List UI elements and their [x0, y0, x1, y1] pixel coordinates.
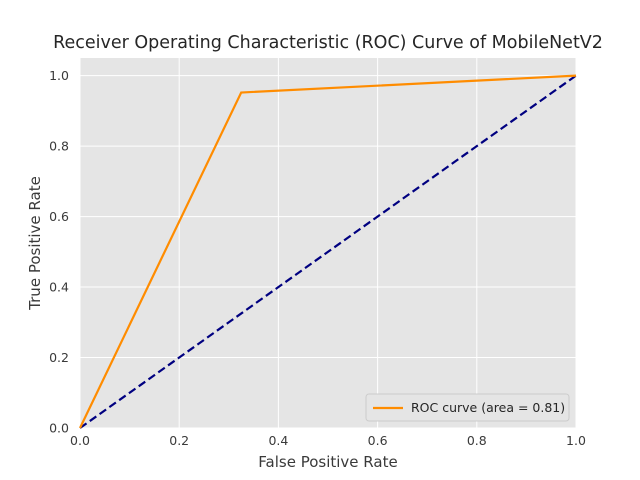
y-tick-label: 0.2	[49, 350, 69, 365]
y-axis-ticks: 0.0 0.2 0.4 0.6 0.8 1.0	[49, 68, 69, 435]
x-tick-label: 0.4	[268, 433, 288, 448]
legend-box	[365, 393, 570, 422]
chart-title: Receiver Operating Characteristic (ROC) …	[53, 33, 603, 53]
legend: ROC curve (area = 0.81)	[365, 393, 570, 422]
x-tick-label: 0.0	[70, 433, 90, 448]
grid-lines	[79, 58, 577, 429]
x-tick-label: 1.0	[566, 433, 586, 448]
chance-line	[79, 74, 577, 429]
y-tick-label: 0.0	[49, 421, 69, 436]
x-axis-ticks: 0.0 0.2 0.4 0.6 0.8 1.0	[70, 433, 586, 448]
x-tick-label: 0.6	[368, 433, 388, 448]
y-tick-label: 0.8	[49, 139, 69, 154]
series-layer	[79, 74, 577, 429]
plot-area	[80, 58, 576, 428]
y-tick-label: 0.4	[49, 280, 69, 295]
roc-curve-line	[79, 74, 577, 429]
x-tick-label: 0.8	[467, 433, 487, 448]
x-axis-label: False Positive Rate	[258, 453, 397, 471]
x-tick-label: 0.2	[169, 433, 189, 448]
y-tick-label: 1.0	[49, 68, 69, 83]
y-axis-label: True Positive Rate	[26, 176, 44, 311]
legend-label-roc: ROC curve (area = 0.81)	[411, 400, 565, 415]
y-tick-label: 0.6	[49, 209, 69, 224]
